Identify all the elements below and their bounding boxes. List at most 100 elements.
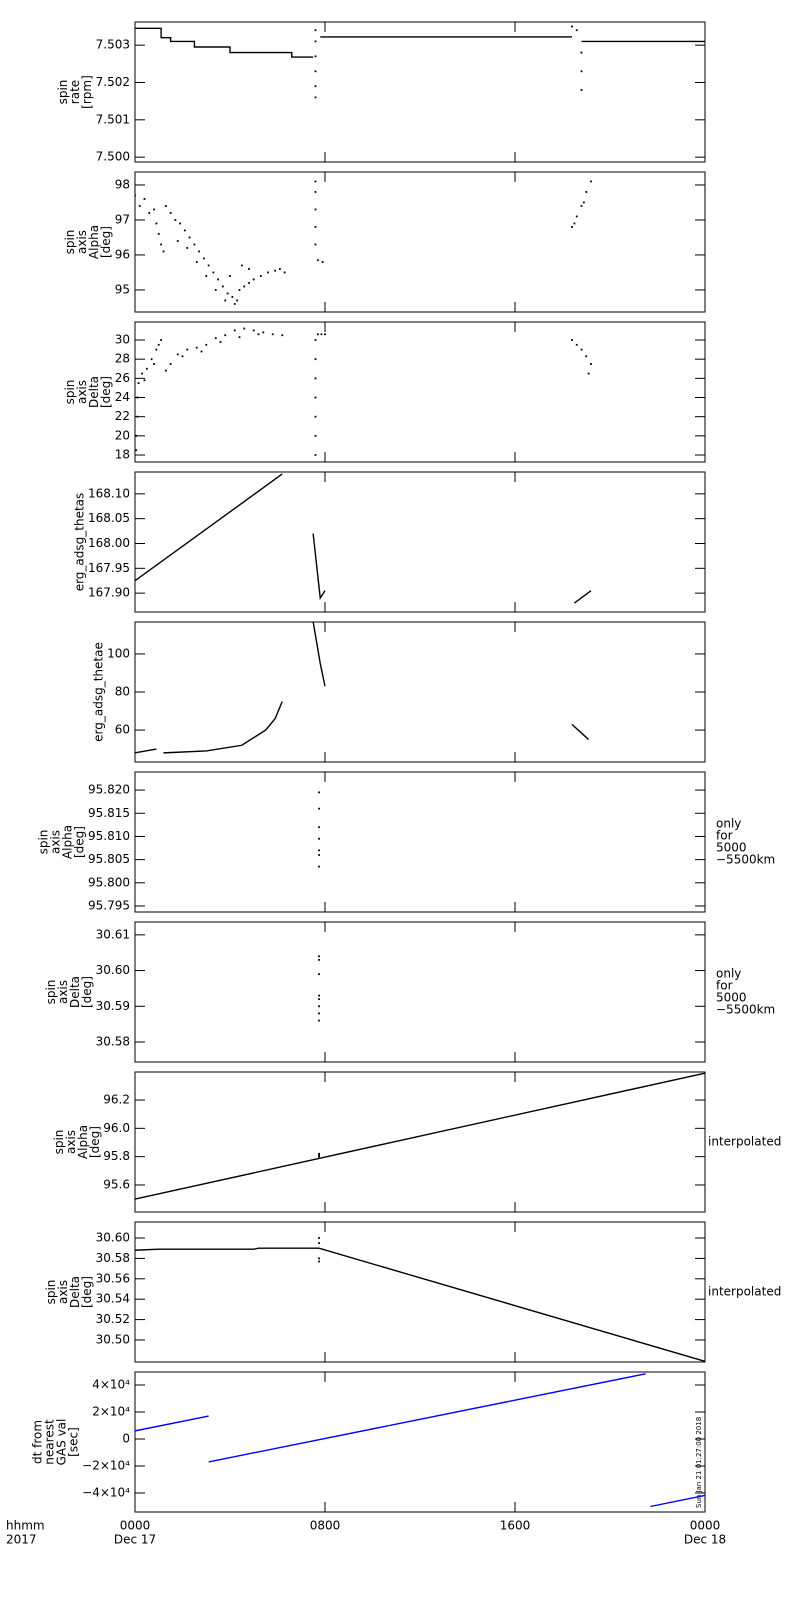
data-point: [252, 278, 255, 281]
data-point: [318, 865, 320, 868]
y-axis-label: erg_adsg_thetas: [73, 493, 87, 592]
data-point: [224, 299, 227, 302]
data-point: [169, 212, 172, 214]
data-point: [157, 233, 160, 235]
y-tick-label: 0: [122, 1432, 130, 1446]
y-axis-label: axis: [56, 1280, 70, 1304]
y-axis-label: Alpha: [61, 825, 75, 859]
y-tick-label: 96.2: [103, 1093, 130, 1107]
data-point: [153, 208, 155, 211]
data-point: [200, 350, 203, 353]
data-point: [318, 1260, 320, 1263]
x-tick-date: Dec 18: [684, 1533, 726, 1547]
plot-frame: [134, 1221, 706, 1363]
y-axis-label: spin: [44, 1280, 58, 1305]
data-point: [219, 341, 222, 343]
y-axis-label: [deg]: [99, 376, 113, 408]
y-axis-label: spin: [63, 380, 77, 405]
y-tick-label: 30.60: [96, 963, 130, 977]
data-point: [179, 222, 182, 225]
plot-area: [135, 180, 592, 305]
data-line: [135, 473, 592, 604]
data-line: [135, 27, 705, 58]
y-axis-label: erg_adsg_thetae: [92, 642, 106, 742]
data-point: [318, 1152, 320, 1155]
data-point: [573, 222, 576, 225]
y-tick-label: 96.0: [103, 1121, 130, 1135]
data-point: [212, 271, 215, 274]
data-point: [283, 271, 286, 274]
plot-area: [135, 622, 590, 754]
y-tick-label: 98: [115, 177, 130, 191]
timestamp: Sun Jan 21 01:27:00 2018: [695, 1417, 703, 1508]
y-axis-label: Delta: [68, 976, 82, 1008]
data-point: [318, 1012, 320, 1015]
annotation: interpolated: [708, 1135, 781, 1149]
data-point: [136, 415, 139, 418]
data-point: [252, 329, 255, 332]
annotation: interpolated: [708, 1285, 781, 1299]
data-point: [318, 1154, 320, 1157]
y-tick-label: 168.00: [88, 536, 130, 550]
data-point: [176, 240, 179, 242]
data-point: [262, 331, 265, 334]
data-point: [238, 289, 241, 291]
y-tick-label: 95.820: [88, 783, 130, 797]
plot-area: [135, 473, 592, 604]
data-point: [314, 40, 317, 43]
data-point: [224, 334, 227, 337]
data-point: [314, 180, 317, 183]
plot-area: [135, 1237, 705, 1362]
y-tick-label: 28: [115, 352, 130, 366]
data-point: [202, 257, 205, 260]
data-line: [135, 1247, 705, 1362]
data-point: [233, 329, 236, 332]
data-point: [580, 70, 583, 73]
data-point: [575, 29, 578, 32]
y-tick-label: −4×10⁴: [82, 1486, 130, 1500]
data-point: [314, 208, 317, 211]
data-point: [318, 837, 320, 840]
data-point: [174, 219, 177, 221]
y-tick-label: 30.52: [96, 1312, 130, 1326]
data-point: [571, 25, 573, 28]
annotation: 5000: [716, 991, 747, 1005]
x-tick-label: 0000: [120, 1519, 151, 1533]
plot-frame: [134, 471, 706, 613]
data-point: [141, 372, 144, 375]
y-tick-label: 95.8: [103, 1149, 130, 1163]
data-point: [221, 285, 224, 288]
y-tick-label: 30.61: [96, 927, 130, 941]
y-tick-label: 168.05: [88, 511, 130, 525]
data-point: [195, 346, 198, 349]
y-axis-label: [deg]: [80, 976, 94, 1008]
data-point: [585, 355, 588, 358]
data-point: [136, 396, 139, 399]
data-point: [160, 339, 163, 341]
data-point: [318, 854, 320, 856]
data-point: [318, 1257, 320, 1260]
annotation: −5500km: [716, 853, 775, 867]
data-point: [582, 201, 585, 204]
y-axis-label: spin: [56, 80, 70, 105]
data-point: [135, 449, 138, 452]
data-point: [318, 998, 320, 1001]
y-tick-label: 95.6: [103, 1177, 130, 1191]
y-axis-label: rate: [68, 80, 82, 104]
y-tick-label: 167.90: [88, 586, 130, 600]
y-tick-label: 30.56: [96, 1271, 130, 1285]
y-tick-label: 80: [115, 685, 130, 699]
data-point: [138, 205, 141, 207]
data-point: [314, 55, 317, 58]
y-tick-label: 95.795: [88, 898, 130, 912]
y-axis-label: [rpm]: [80, 75, 94, 109]
data-point: [186, 348, 189, 351]
data-point: [318, 973, 320, 976]
y-tick-label: 20: [115, 428, 130, 442]
y-tick-label: 95.815: [88, 806, 130, 820]
data-point: [314, 358, 317, 361]
data-point: [226, 292, 229, 295]
y-axis-label: spin: [52, 1130, 66, 1155]
x-axis-label: hhmm: [6, 1519, 45, 1533]
